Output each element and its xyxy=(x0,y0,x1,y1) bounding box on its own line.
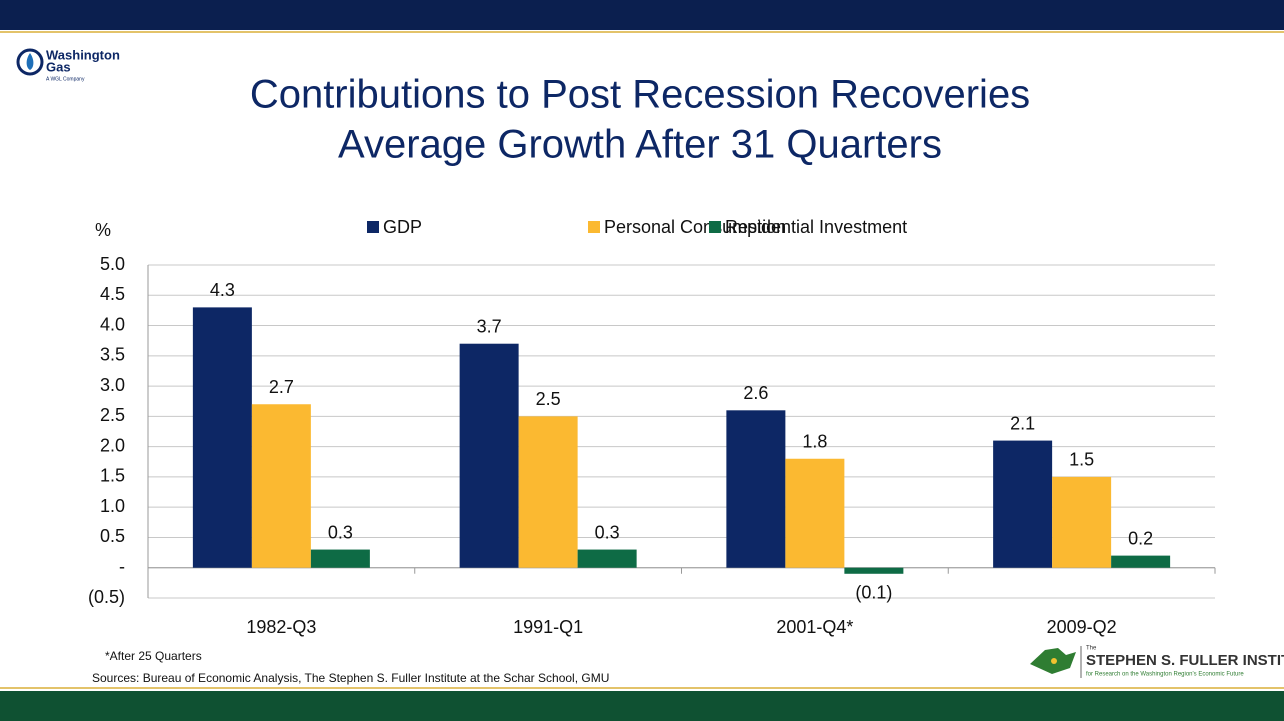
x-tick-label: 1982-Q3 xyxy=(246,617,316,637)
source-note: Sources: Bureau of Economic Analysis, Th… xyxy=(92,671,609,685)
logo-flame xyxy=(26,53,34,70)
footnote: *After 25 Quarters xyxy=(105,649,202,663)
legend-swatch xyxy=(709,221,721,233)
y-tick-label: (0.5) xyxy=(88,587,125,607)
data-label: 4.3 xyxy=(210,280,235,300)
y-tick-label: 3.5 xyxy=(100,345,125,365)
y-tick-label: 4.0 xyxy=(100,314,125,334)
bar xyxy=(577,549,637,568)
bottom-bar xyxy=(0,691,1284,721)
logo-text: Washington xyxy=(46,47,120,62)
data-label: (0.1) xyxy=(855,583,892,603)
bar xyxy=(844,567,904,574)
y-axis-label: % xyxy=(95,220,111,240)
data-label: 2.7 xyxy=(269,377,294,397)
data-label: 1.5 xyxy=(1069,450,1094,470)
legend-swatch xyxy=(588,221,600,233)
legend-label: Residential Investment xyxy=(725,217,907,237)
data-label: 2.6 xyxy=(743,383,768,403)
bar xyxy=(310,549,370,568)
logo-text: STEPHEN S. FULLER INSTITUTE xyxy=(1086,652,1284,669)
bar xyxy=(459,343,519,568)
legend-label: Personal Consumption xyxy=(604,217,786,237)
fuller-logo-dot xyxy=(1051,658,1057,664)
bar xyxy=(726,410,786,568)
bar xyxy=(993,440,1053,568)
y-tick-label: 1.0 xyxy=(100,496,125,516)
y-tick-label: 4.5 xyxy=(100,284,125,304)
top-rule xyxy=(0,31,1284,33)
bar xyxy=(785,458,845,568)
top-bar xyxy=(0,0,1284,30)
y-tick-label: 3.0 xyxy=(100,375,125,395)
legend-label: GDP xyxy=(383,217,422,237)
data-label: 0.2 xyxy=(1128,528,1153,548)
y-tick-label: 0.5 xyxy=(100,526,125,546)
legend-swatch xyxy=(367,221,379,233)
y-tick-label: 5.0 xyxy=(100,254,125,274)
logo-text: The xyxy=(1086,646,1097,652)
bar xyxy=(251,404,311,568)
x-tick-label: 2009-Q2 xyxy=(1047,617,1117,637)
bar xyxy=(192,307,252,568)
data-label: 2.1 xyxy=(1010,413,1035,433)
data-label: 0.3 xyxy=(328,522,353,542)
x-tick-label: 1991-Q1 xyxy=(513,617,583,637)
y-tick-label: 2.0 xyxy=(100,435,125,455)
y-tick-label: 2.5 xyxy=(100,405,125,425)
bar xyxy=(518,416,578,568)
chart-title: Contributions to Post Recession Recoveri… xyxy=(250,73,1030,117)
logo-text: A WGL Company xyxy=(46,76,85,82)
y-tick-label: - xyxy=(119,556,125,576)
data-label: 2.5 xyxy=(536,389,561,409)
data-label: 1.8 xyxy=(802,431,827,451)
bar xyxy=(1111,555,1171,568)
chart-subtitle: Average Growth After 31 Quarters xyxy=(338,123,942,167)
data-label: 3.7 xyxy=(477,316,502,336)
y-tick-label: 1.5 xyxy=(100,466,125,486)
bottom-rule xyxy=(0,687,1284,689)
bar xyxy=(1052,476,1112,568)
logo-text: Gas xyxy=(46,59,71,74)
x-tick-label: 2001-Q4* xyxy=(776,617,853,637)
data-label: 0.3 xyxy=(595,522,620,542)
logo-text: for Research on the Washington Region's … xyxy=(1086,672,1244,678)
